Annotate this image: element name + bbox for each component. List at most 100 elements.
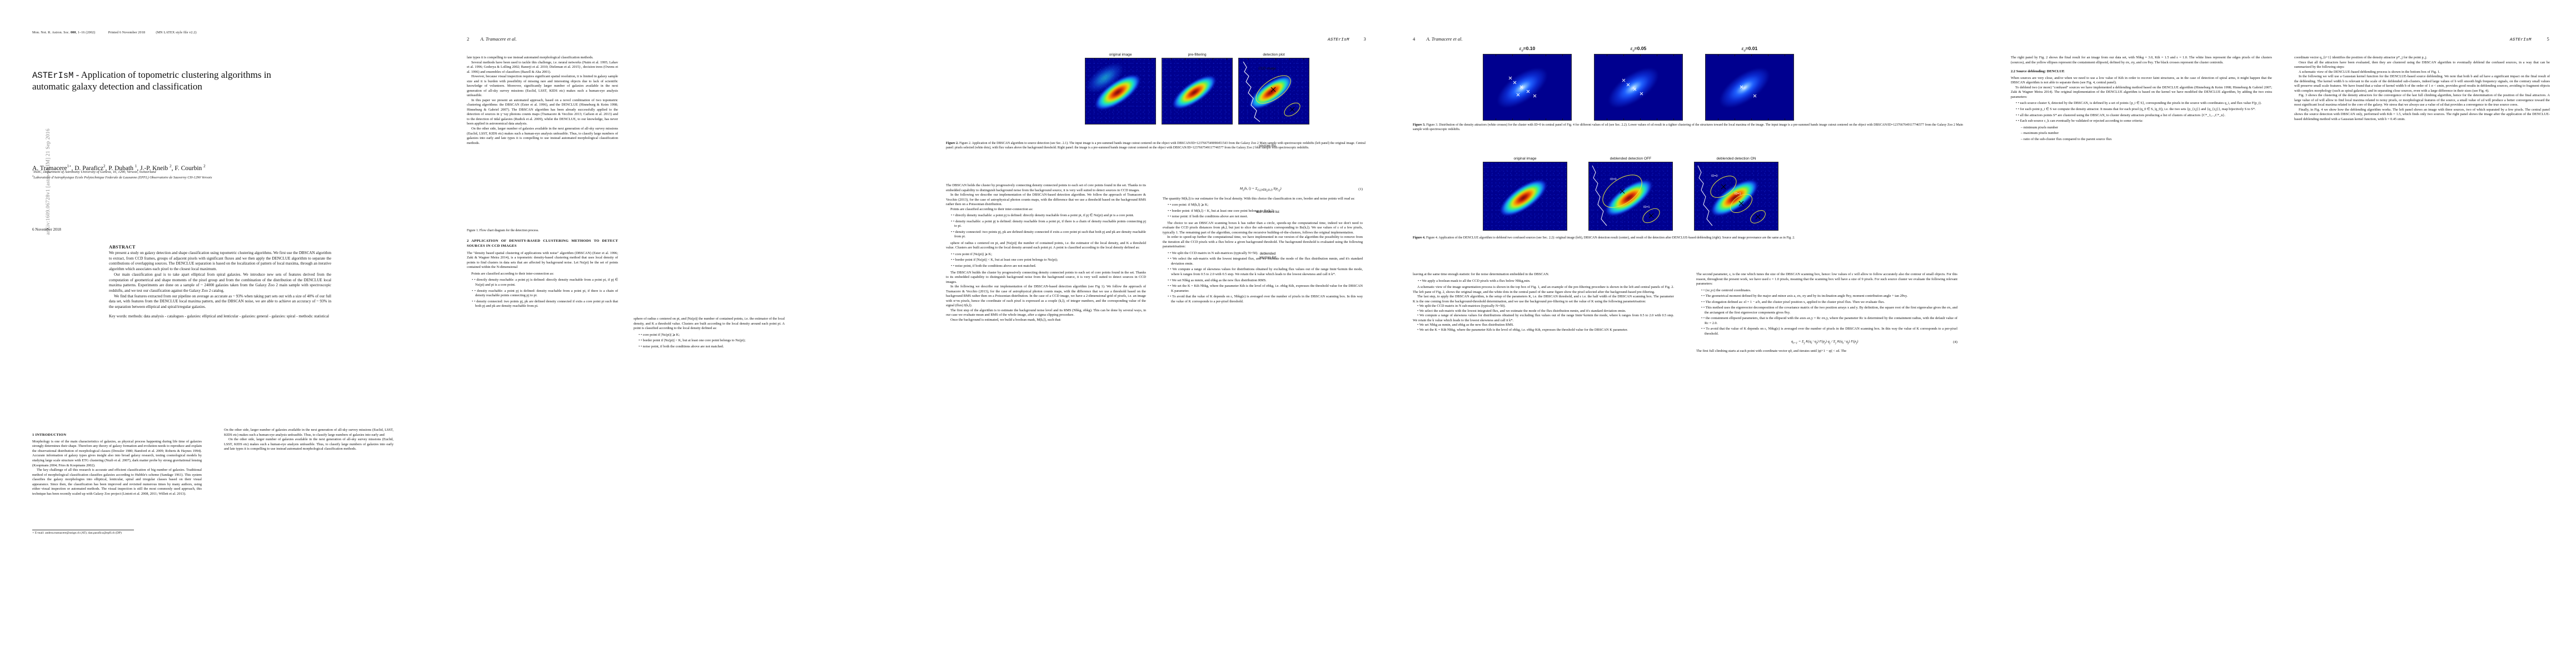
p5r-4: In the following we will use a Gaussian … [2294,74,2550,93]
p4l-1: leaving at the same time enough statisti… [1413,272,1549,276]
footnote: ⋆ E-mail: andrea.tramacere@unige.ch (AT)… [32,530,134,536]
journal-volume: 000 [70,31,76,34]
title-rest: - Application of topometric clustering a… [73,69,271,80]
panel-label-original: original image [1109,53,1132,57]
section-2-2-heading: 2.2 Source deblending: DENCLUE [2011,69,2065,74]
p2l-2: Several methods have been used to tackle… [467,60,618,74]
p3r-bullet-4: • We split the CCD matrix in N sub-matri… [1168,251,1363,256]
p3r-bullet-7: • We set Nbkg as mmin, and σbkg as the n… [1168,278,1363,283]
abstract-keywords: Key words: methods: data analysis - cata… [109,313,329,318]
p4r-bullet-4: • This method uses the eigenvector decom… [1701,306,1957,315]
p4l-bullets: • We apply a boolean mask to all the CCD… [1413,279,1674,284]
author-list: A. Tramacere1⋆, D. Paraficz2, P. Dubath … [32,164,206,172]
panel-ticks-top-2 [1162,58,1232,60]
p5l-bullet-3: • all the attractors points S* are clust… [2016,113,2272,118]
p5l-sub-1: – minimum pixels number [2021,125,2059,130]
p5l-1: The right panel by Fig. 2 shows the fina… [2011,56,2272,64]
p3-page-number: 3 [1363,36,1366,42]
p2l-6: The "density based spatial clustering of… [467,251,618,270]
panel-image-epsd-005 [1594,53,1683,121]
flow-node-ccd-image: CCD image [1237,63,1298,74]
p3-bullets-2: • core point if |Nε(pi)| ⩾ K; • border p… [946,252,1146,269]
p3l-5: The DBSCAN builds the cluster by progres… [946,270,1146,284]
figure-2-caption-text: Figure 2. Application of the DBSCAN algo… [946,142,1366,150]
publication-date: 6 November 2018 [32,227,61,232]
p2l-5: On the other side, larger number of gala… [467,126,618,145]
p2l-7: Points are classified according to their… [471,271,554,276]
p5l-3: To deblend two (or more) "confused" sour… [2011,85,2272,99]
figure-1-caption: Figure 1. Flow chart diagram for the det… [467,229,618,233]
page-4: 4 A. Tramacere et al. εd=0.10 [1389,0,1984,667]
panel-epsd-005: εd=0.05 [1594,46,1683,121]
page-title: ASTErIsM - Application of topometric clu… [32,69,421,93]
panel-label-detection: detection plot [1263,53,1285,57]
epsd-010-attractors [1508,76,1537,98]
panel-original-image: original image [1085,53,1156,125]
p1r-para-2: On the other side, larger number of gala… [224,437,393,451]
panel-ticks-top-3 [1239,58,1309,60]
p2-col-right: sphere of radius ε centered on pi, and |… [634,56,785,351]
title-mono: ASTErIsM [32,71,74,81]
affiliation-2-text: Laboratoire d'Astrophysique Ecole Polyte… [33,176,212,180]
p4-col-left: leaving at the same time enough statisti… [1413,272,1674,332]
p3-bullet-3: • density connected: two points pj, pk a… [951,230,1146,240]
epsd-label-3: εd=0.01 [1741,46,1758,53]
label-id-0-off: ID=0 [1610,178,1617,181]
p3l-4: sphere of radius ε centered on pi, and |… [946,241,1146,250]
p3r-bullet-9: • To avoid that the value of K depends o… [1168,295,1363,304]
p4r-bullet-3: • The elongation defined as: el = 1 − a/… [1701,300,1957,305]
p3r-bullet-1: • core point: if M(k,l) ⩾ K; [1168,203,1363,208]
flow-node-deblended-list: deblended sources list [1233,248,1303,263]
prefilter-pixel-grid [1162,58,1232,124]
epsd-label-1: εd=0.10 [1519,46,1536,53]
p4r-bullet-2: • The geometrical moment defined by the … [1701,294,1957,299]
p3l-3: Points are classified according to their… [950,207,1033,211]
p2-head-text: A. Tramacere et al. [480,36,517,42]
panel-image-epsd-001 [1705,53,1794,121]
p3l-1: The DBSCAN holds the cluster by progress… [946,183,1146,192]
panel-detection-plot: detection plot [1238,53,1309,125]
p3-bullets: • directly density reachable: a point pj… [946,213,1146,240]
p5r-5: Fig. 3 shows the clustering of the densi… [2294,93,2550,107]
p5l-sub-2: – maximum pixels number [2021,131,2059,136]
p4l-7: • We set Nbkg as mmin, and σbkg as the n… [1417,323,1514,327]
epsd-label-2: εd=0.05 [1630,46,1647,53]
epsd-001-attractors [1740,85,1757,98]
panel2-image-original [1483,162,1567,231]
p3-col-right: Mε(k, l) = Σ(i,j)∈Bε(k,l) I(pi,j) (1) The… [1163,183,1363,306]
p1-para-1: Morphology is one of the main characteri… [32,439,202,467]
flow-node-subclusters-list: sub clusters list [1233,206,1302,218]
p4r-bullet-1: • (xc,yc) the centroid coordinates. [1701,288,1957,293]
deblend-on-overlay [1697,165,1766,226]
p3r-bullets: • core point: if M(k,l) ⩾ K; • border po… [1163,203,1363,220]
p3r-bullet-2: • border point: if M(k,l) < K, but at le… [1168,209,1363,214]
p5r-2: Once that all the attractors have been e… [2294,60,2550,69]
p1-col-right: On the other side, larger number of gala… [224,428,393,452]
p3r-2: The choice to use an DBSCAN scanning box… [1163,221,1363,235]
p3r-bullets-2: • We split the CCD matrix in N sub-matri… [1163,251,1363,304]
p4r-bullets: • (xc,yc) the centroid coordinates. • Th… [1696,288,1957,337]
p5-head-text: ASTErIsM [2509,38,2532,42]
panel-original-image-2: original image [1483,157,1567,231]
p2-col-left: late types it is compelling to use inste… [467,56,618,311]
p2-running-head: 2 A. Tramacere et al. [467,36,516,42]
section-2-heading: 2 APPLICATION OF DENSITY-BASED CLUSTERIN… [467,239,618,248]
p4-page-number: 4 [1413,36,1416,42]
p2-bullet-3: • density connected: two points pj, pk a… [472,300,618,309]
latex-style: (MN LATEX style file v2.2) [156,31,197,34]
panel-deblended-on: deblended detection ON ID=0 ID=1 [1694,157,1778,231]
p3r-bullet-5: • We select the sub-matrix with the lowe… [1168,257,1363,266]
p5-col-right: coordinate vector q_{t+1} identifies the… [2294,56,2550,122]
journal-name: Mon. Not. R. Astron. Soc. [32,31,70,34]
printed-date: Printed 6 November 2018 [108,31,146,34]
abstract-block: ABSTRACT We present a study on galaxy de… [109,245,331,319]
panel-ticks-top [1085,58,1155,60]
p3-running-head: ASTErIsM 3 [1328,36,1366,42]
p5r-6: Finally, in Fig. 4 we show how the deble… [2294,107,2550,121]
p4l-6: • We compute a range of skewness values … [1413,313,1674,322]
affiliation-1-text: ISDC, Department of Astronomy University… [33,170,156,175]
p1-col-left: 1 INTRODUCTION Morphology is one of the … [32,428,202,536]
panel-image-detection [1238,58,1309,125]
panel2-label-off: deblended detection OFF [1610,157,1652,161]
